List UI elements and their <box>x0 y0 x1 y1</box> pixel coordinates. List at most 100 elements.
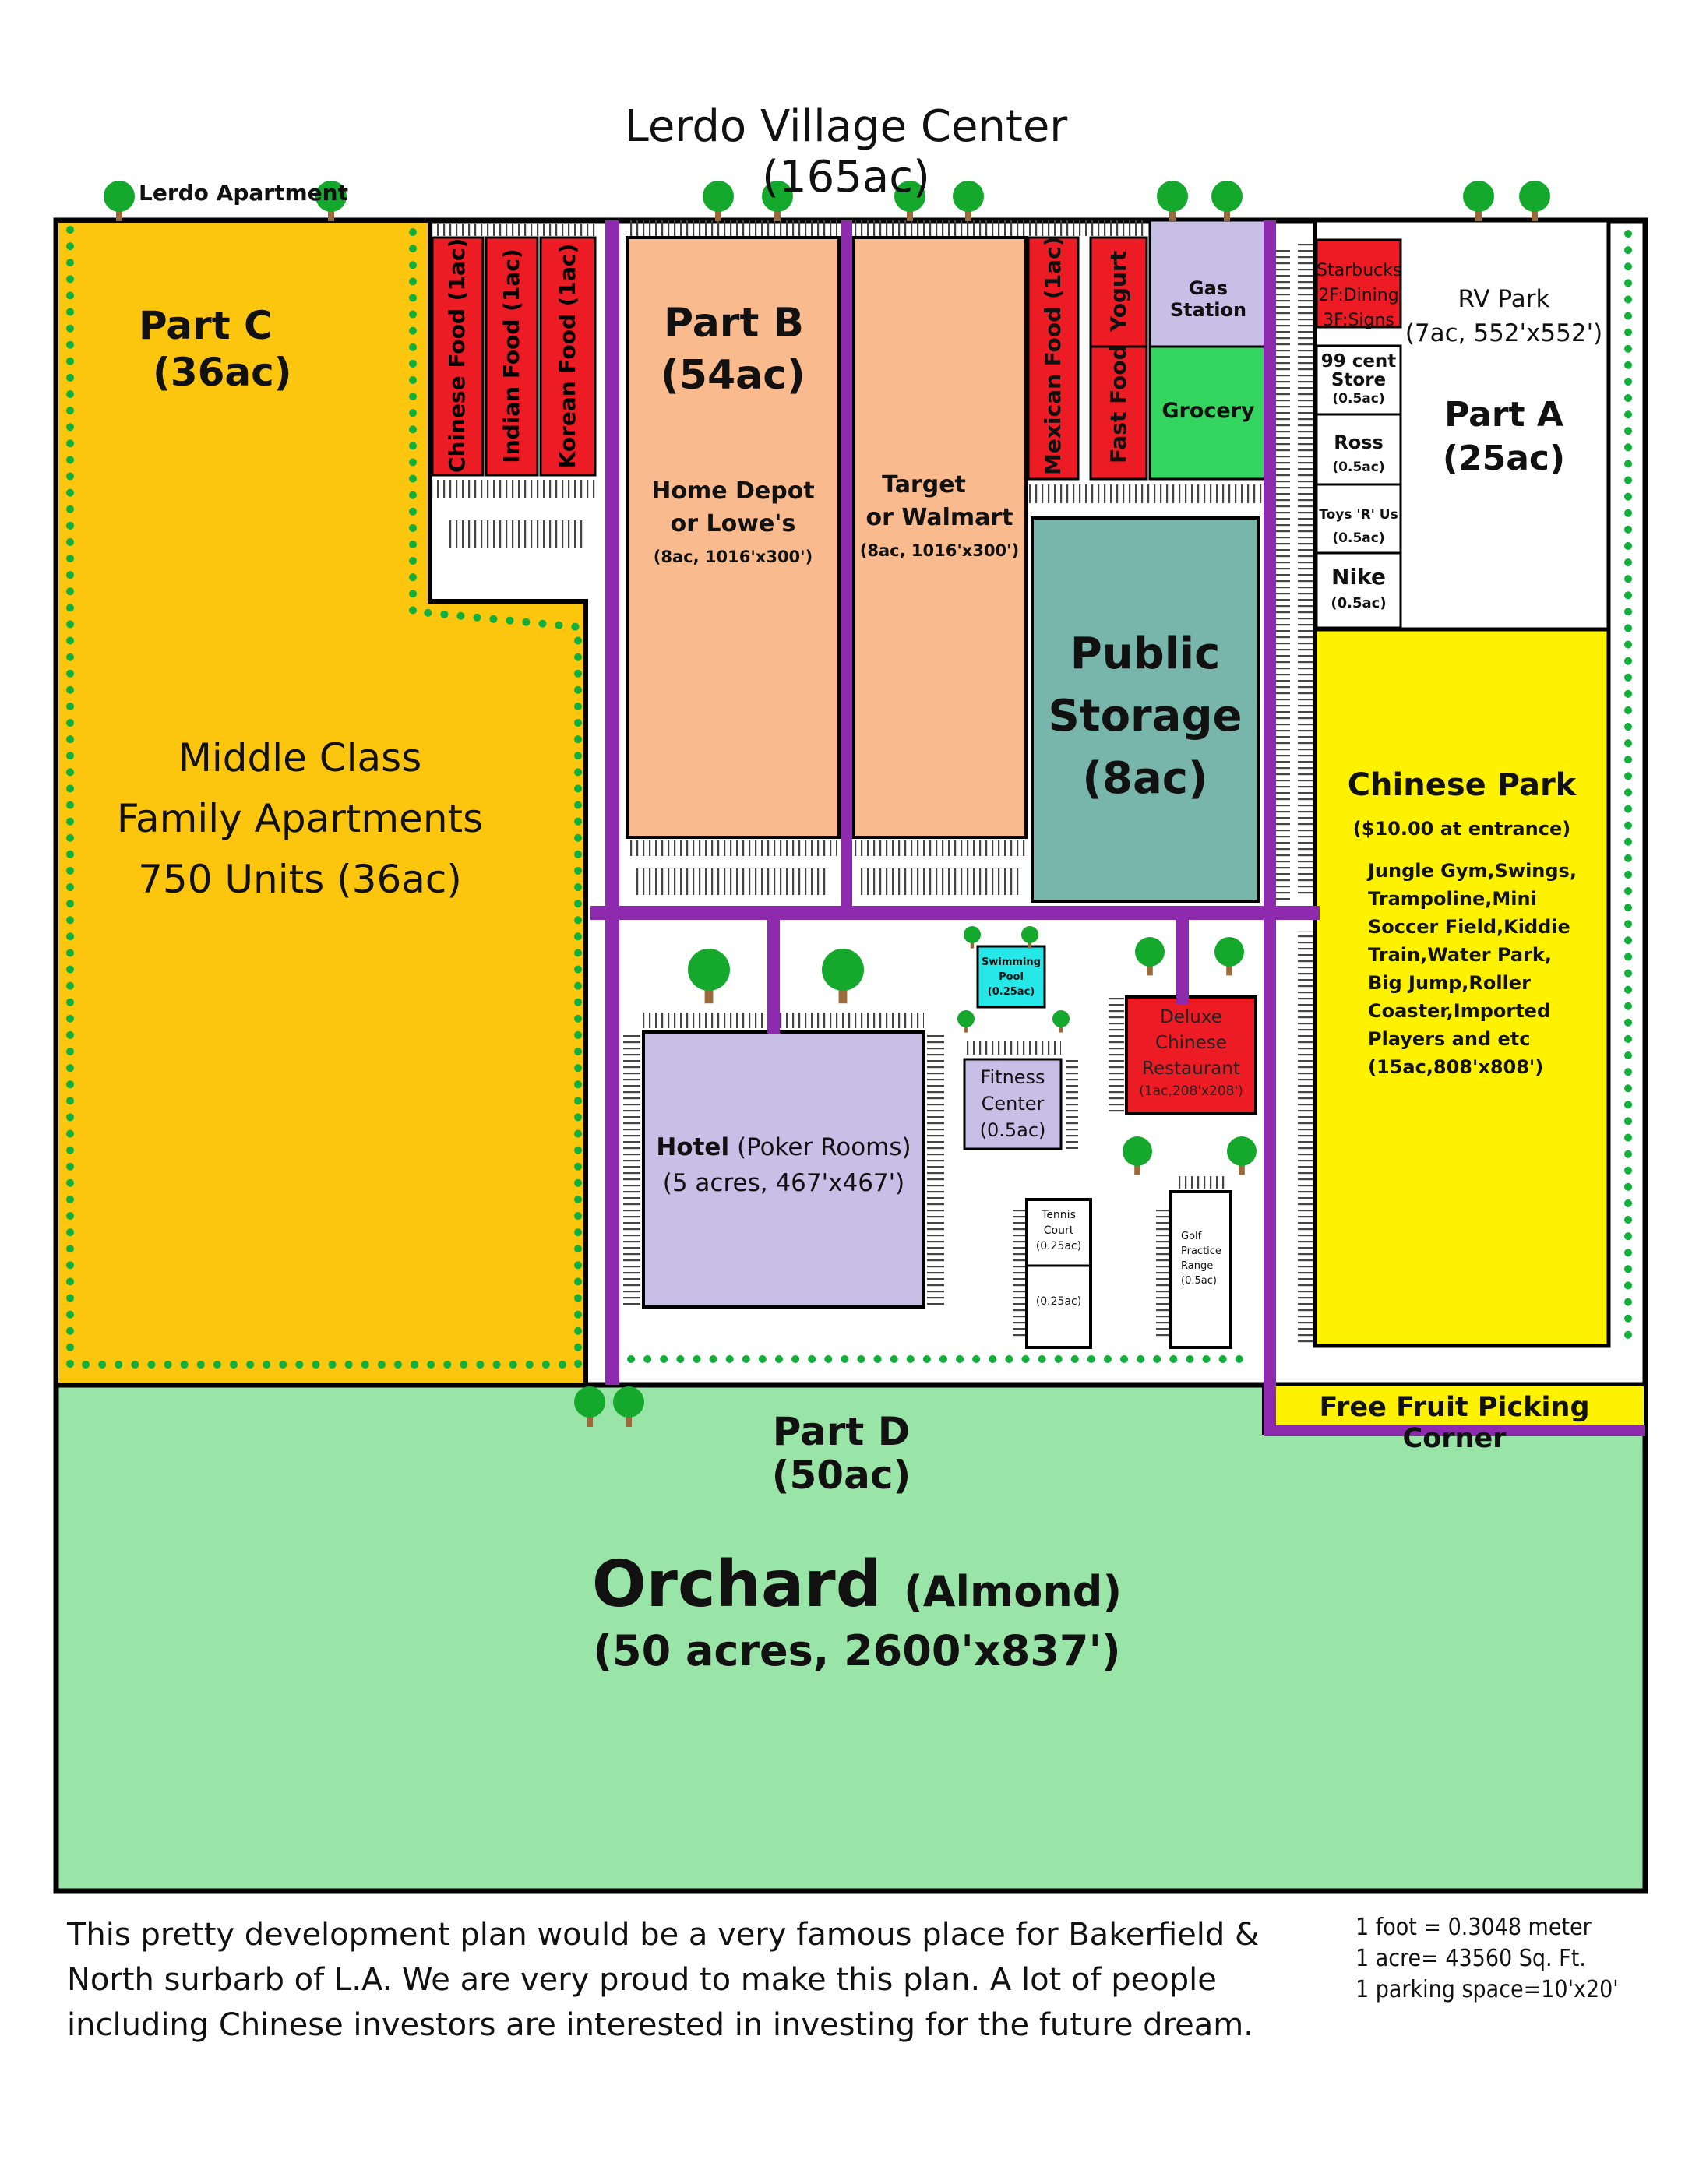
gas-station-block <box>1148 219 1268 348</box>
chinese-food-label: Chinese Food (1ac) <box>444 238 470 473</box>
public-storage-block <box>1031 516 1260 903</box>
apartment-label: Lerdo Apartment <box>139 180 348 206</box>
parking-lot <box>1109 997 1124 1114</box>
label-line: Ross <box>1334 432 1384 453</box>
label-line: (7ac, 552'x552') <box>1405 319 1603 347</box>
tennis-court-block <box>1025 1198 1092 1349</box>
tree-icon <box>315 181 347 221</box>
parking-lot <box>1028 220 1147 236</box>
feature-line: Jungle Gym,Swings, <box>1368 860 1577 882</box>
label-line: Center <box>981 1093 1045 1115</box>
label-line: 2F:Dining <box>1318 286 1399 305</box>
label-line: Restaurant <box>1142 1059 1240 1079</box>
note-line: 1 acre= 43560 Sq. Ft. <box>1355 1945 1586 1972</box>
label-line: RV Park <box>1458 285 1550 313</box>
label-line: Part A <box>1444 395 1563 435</box>
label-line: Store <box>1331 370 1387 390</box>
label-line: Swimming <box>982 956 1041 968</box>
label-line: (0.5ac) <box>1332 530 1385 546</box>
part-a-label: Part A (25ac) <box>1401 393 1607 481</box>
label-line: Tennis <box>1042 1209 1076 1221</box>
label-line: Toys 'R' Us <box>1319 507 1398 523</box>
label-line: (0.25ac) <box>1035 1240 1082 1252</box>
chinese-park-block <box>1313 627 1611 1348</box>
footer-line: This pretty development plan would be a … <box>67 1917 1260 1953</box>
yogurt-block <box>1089 236 1148 348</box>
label-line: (0.5ac) <box>1181 1275 1217 1287</box>
hotel-size: (5 acres, 467'x467') <box>662 1169 905 1197</box>
parking-lot <box>1298 931 1313 1344</box>
label-line: Practice <box>1181 1245 1221 1257</box>
starbucks-label: Starbucks 2F:Dining 3F:Signs <box>1317 259 1401 333</box>
restaurant-label: Deluxe Chinese Restaurant (1ac,208'x208'… <box>1126 1005 1256 1101</box>
hotel-name: Hotel <box>656 1133 730 1161</box>
label-line: Pool <box>999 971 1024 983</box>
label-line: (0.5ac) <box>1332 460 1385 475</box>
parking-lot <box>854 840 1025 856</box>
chinese-park-label: Chinese Park <box>1347 767 1577 803</box>
tree-icon <box>894 181 925 221</box>
label-line: or Lowe's <box>670 510 796 537</box>
nike-block <box>1315 551 1402 629</box>
tree-icon <box>1211 181 1243 221</box>
parking-lot <box>1156 1206 1169 1338</box>
parking-lot <box>643 1013 924 1028</box>
parking-lot <box>623 1032 640 1305</box>
parking-lot <box>1298 241 1313 896</box>
part-c-area: (36ac) <box>153 350 292 395</box>
chinese-park-features: Jungle Gym,Swings, Trampoline,Mini Socce… <box>1368 857 1602 1081</box>
label-line: Court <box>1043 1224 1074 1237</box>
trees <box>104 181 1550 1427</box>
parking-lot <box>628 840 837 856</box>
tree-icon <box>1157 181 1188 221</box>
feature-line: Trampoline,Mini <box>1368 888 1537 910</box>
parking-lot <box>861 868 1020 895</box>
label-line: Nike <box>1331 564 1386 590</box>
feature-line: Big Jump,Roller <box>1368 972 1531 994</box>
label-line: 3F:Signs <box>1323 311 1394 330</box>
orchard-size: (50 acres, 2600'x837') <box>593 1626 1121 1675</box>
toys-block <box>1315 483 1402 555</box>
parking-lot <box>446 520 586 548</box>
hotel-label: Hotel (Poker Rooms) (5 acres, 467'x467') <box>643 1129 924 1201</box>
orchard-label: Orchard (Almond) <box>467 1546 1246 1631</box>
feature-line: Train,Water Park, <box>1368 944 1553 966</box>
parking-lot <box>628 220 837 236</box>
grocery-label: Grocery <box>1161 399 1255 423</box>
desc-line: Family Apartments <box>116 796 484 841</box>
label-line: (0.5ac) <box>979 1119 1046 1141</box>
tree-icon <box>1227 1136 1257 1175</box>
part-b-area: (54ac) <box>661 352 805 399</box>
fast-food-label: Fast Food <box>1105 344 1131 463</box>
hotel-subtitle: (Poker Rooms) <box>736 1133 911 1161</box>
parking-lot <box>1176 1176 1227 1189</box>
tree-icon <box>1021 926 1038 949</box>
tree-icon <box>703 181 734 221</box>
home-depot-label: Home Depot or Lowe's (8ac, 1016'x300') <box>627 475 839 573</box>
fast-food-block <box>1089 345 1148 481</box>
toys-label: Toys 'R' Us (0.5ac) <box>1317 503 1401 550</box>
map-title: Lerdo Village Center (165ac) <box>624 101 1068 203</box>
label-line: Storage <box>1048 691 1243 742</box>
home-depot-block <box>626 236 841 839</box>
chinese-food-block <box>431 236 485 477</box>
tennis-label-2: (0.25ac) <box>1035 1295 1082 1308</box>
label-line: (8ac) <box>1082 753 1208 804</box>
parking-lot <box>432 224 596 236</box>
part-c-label: Part C <box>139 303 273 348</box>
tree-icon <box>574 1386 605 1427</box>
label-line: (1ac,208'x208') <box>1139 1083 1243 1099</box>
label-line: Target <box>882 471 966 498</box>
tree-icon <box>1463 181 1494 221</box>
feature-line: Coaster,Imported <box>1368 1000 1551 1022</box>
label-line: Fitness <box>980 1066 1045 1088</box>
parking-lot <box>927 1032 944 1305</box>
part-d-label: Part D (50ac) <box>701 1410 982 1497</box>
feature-line: Soccer Field,Kiddie <box>1368 916 1570 938</box>
label-line: Chinese <box>1155 1033 1227 1053</box>
label-line: Home Depot <box>651 477 815 505</box>
parking-lot <box>1066 1059 1078 1149</box>
label-line: 99 cent <box>1320 351 1397 372</box>
pool-label: Swimming Pool (0.25ac) <box>978 955 1045 999</box>
